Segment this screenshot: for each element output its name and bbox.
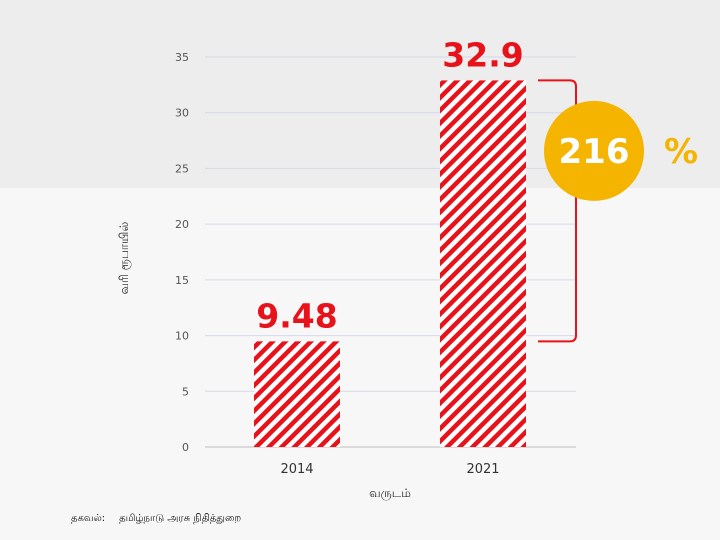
background-bottom-band xyxy=(0,188,720,540)
y-tick-label-35: 35 xyxy=(175,51,189,64)
y-tick-label-25: 25 xyxy=(175,162,189,175)
percent-badge xyxy=(544,100,644,201)
increase-annotation: 216% xyxy=(538,79,698,343)
increase-bracket xyxy=(538,79,577,343)
x-tick-label-2014: 2014 xyxy=(280,462,313,477)
source-label: தகவல்: xyxy=(71,513,106,524)
y-tick-label-5: 5 xyxy=(182,385,189,398)
bar-2014 xyxy=(254,341,340,447)
x-tick-label-2021: 2021 xyxy=(466,462,499,477)
bars xyxy=(254,80,526,448)
y-tick-label-10: 10 xyxy=(175,330,189,343)
data-label-2014: 9.48 xyxy=(256,296,337,335)
y-tick-label-15: 15 xyxy=(175,274,189,287)
data-labels: 9.48 32.9 xyxy=(256,35,523,335)
y-tick-label-30: 30 xyxy=(175,107,189,120)
bar-2021 xyxy=(440,80,526,448)
source-note: தகவல்: தமிழ்நாடு அரசு நிதித்துறை xyxy=(71,513,241,525)
percent-sign: % xyxy=(664,132,698,172)
y-axis-ticks: 0 5 10 15 20 25 30 35 xyxy=(175,51,189,454)
x-axis-title: வருடம் xyxy=(369,486,411,501)
x-axis-ticks: 2014 2021 xyxy=(280,462,499,477)
percent-value: 216 xyxy=(559,132,630,172)
y-axis-title: வரி ரூபாயில் xyxy=(117,222,132,295)
source-text: தமிழ்நாடு அரசு நிதித்துறை xyxy=(119,513,242,524)
data-label-2021: 32.9 xyxy=(442,35,523,74)
y-tick-label-0: 0 xyxy=(182,441,189,454)
y-tick-label-20: 20 xyxy=(175,218,189,231)
